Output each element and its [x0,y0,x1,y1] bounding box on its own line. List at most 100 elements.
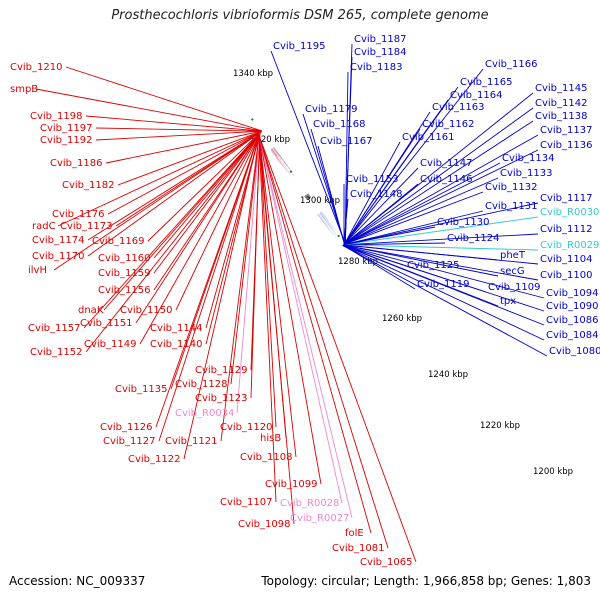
gene-block [318,214,337,240]
gene-label-right[interactable]: Cvib_1125 [407,260,459,271]
gene-block [318,214,326,224]
gene-label-right[interactable]: Cvib_1132 [485,182,537,193]
gene-label-right[interactable]: Cvib_1112 [540,224,592,235]
gene-label-right[interactable]: Cvib_1187 [354,34,406,45]
gene-label-left[interactable]: Cvib_R0034 [175,408,234,419]
gene-label-right[interactable]: Cvib_1130 [437,217,489,228]
gene-label-left[interactable]: Cvib_1121 [165,436,217,447]
gene-label-right[interactable]: Cvib_1167 [320,136,372,147]
gene-label-right[interactable]: Cvib_1148 [350,189,402,200]
gene-label-right[interactable]: Cvib_1153 [346,174,398,185]
leader-line [108,131,261,214]
gene-label-right[interactable]: tpx [500,296,516,307]
kbp-tick-label: 1340 kbp [233,69,273,79]
gene-label-right[interactable]: Cvib_1094 [546,288,598,299]
gene-label-left[interactable]: Cvib_1149 [84,339,136,350]
gene-label-left[interactable]: Cvib_1144 [150,323,202,334]
gene-label-right[interactable]: pheT [500,250,526,261]
gene-label-right[interactable]: Cvib_1109 [488,282,540,293]
gene-label-right[interactable]: Cvib_R0030 [540,207,599,218]
gene-label-left[interactable]: radC [32,221,56,232]
gene-label-right[interactable]: Cvib_1147 [420,158,472,169]
gene-label-left[interactable]: Cvib_1156 [98,285,150,296]
gene-label-right[interactable]: Cvib_1145 [535,83,587,94]
gene-label-right[interactable]: Cvib_1195 [273,41,325,52]
gene-label-right[interactable]: Cvib_1136 [540,140,592,151]
gene-label-right[interactable]: Cvib_1168 [313,119,365,130]
gene-label-left[interactable]: Cvib_1159 [98,268,150,279]
gene-label-left[interactable]: folE [345,528,364,539]
gene-label-left[interactable]: Cvib_1065 [360,557,412,568]
gene-label-right[interactable]: Cvib_1080 [549,346,600,357]
gene-label-right[interactable]: Cvib_1133 [500,168,552,179]
gene-label-left[interactable]: Cvib_1169 [92,236,144,247]
gene-label-left[interactable]: Cvib_1108 [240,452,292,463]
kbp-tick-label: 1260 kbp [382,314,422,324]
gene-label-right[interactable]: Cvib_1142 [535,98,587,109]
gene-label-left[interactable]: Cvib_R0027 [290,513,349,524]
gene-label-right[interactable]: Cvib_1138 [535,111,587,122]
gene-label-left[interactable]: Cvib_1107 [220,497,272,508]
gene-label-right[interactable]: Cvib_1165 [460,77,512,88]
gene-label-right[interactable]: Cvib_1119 [417,279,469,290]
gene-label-left[interactable]: Cvib_1160 [98,253,150,264]
gene-label-right[interactable]: Cvib_1179 [305,104,357,115]
gene-label-right[interactable]: Cvib_1086 [546,315,598,326]
gene-label-right[interactable]: Cvib_1184 [354,47,406,58]
gene-label-right[interactable]: Cvib_1117 [540,193,592,204]
gene-label-right[interactable]: secG [500,266,525,277]
gene-label-left[interactable]: Cvib_1099 [265,479,317,490]
gene-label-right[interactable]: Cvib_1124 [447,233,499,244]
gene-label-left[interactable]: Cvib_1135 [115,384,167,395]
gene-label-left[interactable]: hisB [260,433,281,444]
gene-label-left[interactable]: Cvib_1128 [175,379,227,390]
gene-label-right[interactable]: Cvib_1104 [540,254,592,265]
gene-label-right[interactable]: Cvib_1183 [350,62,402,73]
gene-label-left[interactable]: Cvib_1081 [332,543,384,554]
gene-label-left[interactable]: Cvib_1129 [195,365,247,376]
gene-label-left[interactable]: Cvib_1127 [103,436,155,447]
gene-label-right[interactable]: Cvib_1163 [432,102,484,113]
gene-label-left[interactable]: Cvib_1152 [30,347,82,358]
gene-label-right[interactable]: Cvib_1137 [540,125,592,136]
gene-label-left[interactable]: Cvib_1176 [52,209,104,220]
gene-label-left[interactable]: smpB [10,84,38,95]
gene-block [320,213,332,229]
gene-block [320,213,332,230]
gene-label-left[interactable]: Cvib_1192 [40,135,92,146]
gene-label-left[interactable]: Cvib_1151 [80,318,132,329]
gene-label-right[interactable]: Cvib_1161 [402,132,454,143]
gene-label-left[interactable]: Cvib_1120 [220,422,272,433]
gene-label-right[interactable]: Cvib_1100 [540,270,592,281]
gene-label-right[interactable]: Cvib_1146 [420,174,472,185]
kbp-tick-label: 1240 kbp [428,370,468,380]
gene-label-right[interactable]: Cvib_1090 [546,301,598,312]
gene-label-left[interactable]: Cvib_1197 [40,123,92,134]
gene-label-left[interactable]: Cvib_1140 [150,339,202,350]
gene-label-right[interactable]: Cvib_1134 [502,153,554,164]
gene-label-left[interactable]: Cvib_1123 [195,393,247,404]
gene-label-right[interactable]: Cvib_1131 [485,201,537,212]
gene-label-left[interactable]: Cvib_1173 [60,221,112,232]
gene-label-left[interactable]: Cvib_R0028 [280,498,339,509]
gene-label-left[interactable]: Cvib_1210 [10,62,62,73]
gene-label-left[interactable]: Cvib_1098 [238,519,290,530]
gene-label-right[interactable]: Cvib_1084 [546,330,598,341]
gene-label-left[interactable]: Cvib_1157 [28,323,80,334]
gene-label-left[interactable]: Cvib_1170 [32,251,84,262]
gene-label-left[interactable]: Cvib_1122 [128,454,180,465]
gene-label-right[interactable]: Cvib_1162 [422,119,474,130]
gene-label-right[interactable]: Cvib_1166 [485,59,537,70]
gene-label-left[interactable]: Cvib_1150 [120,305,172,316]
gene-label-right[interactable]: Cvib_R0029 [540,240,599,251]
gene-label-left[interactable]: Cvib_1186 [50,158,102,169]
gene-label-left[interactable]: Cvib_1182 [62,180,114,191]
gene-label-left[interactable]: ilvH [28,265,47,276]
gene-label-left[interactable]: Cvib_1198 [30,111,82,122]
leader-line [271,51,345,244]
gene-label-right[interactable]: Cvib_1164 [450,90,502,101]
gene-label-left[interactable]: dnaK [78,305,104,316]
gene-label-left[interactable]: Cvib_1126 [100,422,152,433]
gene-label-left[interactable]: Cvib_1174 [32,235,84,246]
